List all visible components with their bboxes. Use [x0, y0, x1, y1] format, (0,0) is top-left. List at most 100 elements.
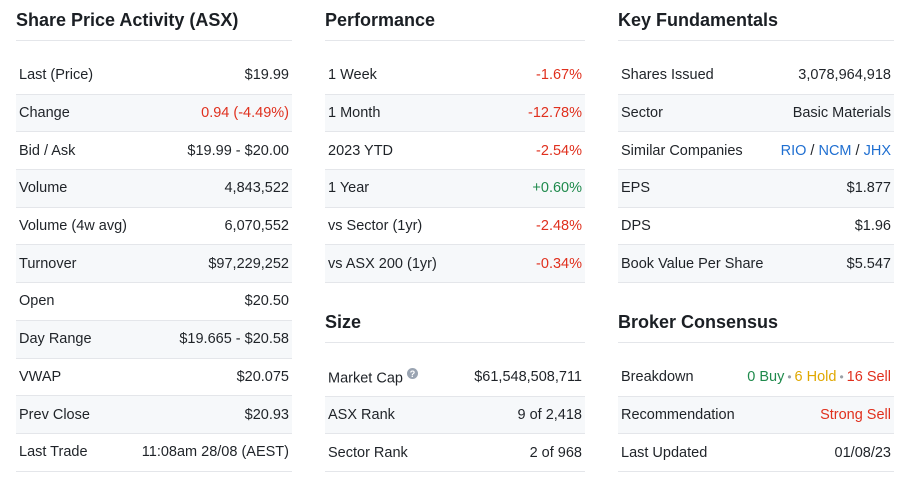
row-value: Basic Materials	[792, 105, 891, 122]
fundamentals-title: Key Fundamentals	[618, 0, 894, 41]
row-value: -12.78%	[527, 105, 582, 122]
row-value: 6,070,552	[224, 218, 289, 235]
row-value: 9 of 2,418	[517, 407, 583, 424]
row-label: Open	[19, 293, 55, 310]
performance-table: 1 Week -1.67% 1 Month -12.78% 2023 YTD -2.5…	[325, 57, 585, 284]
table-row: Sector Rank 2 of 968	[325, 434, 585, 473]
link-separator: /	[810, 142, 815, 159]
row-label: 1 Week	[328, 67, 377, 84]
row-label: Sector Rank	[328, 444, 408, 461]
row-value: 3,078,964,918	[798, 67, 891, 84]
table-row: Shares Issued 3,078,964,918	[618, 57, 894, 95]
row-label: vs Sector (1yr)	[328, 218, 423, 235]
table-row: vs Sector (1yr) -2.48%	[325, 208, 585, 246]
company-link-rio[interactable]: RIO	[780, 142, 807, 159]
row-value: $19.99 - $20.00	[187, 142, 289, 159]
table-row: Volume (4w avg) 6,070,552	[16, 208, 292, 246]
broker-title: Broker Consensus	[618, 302, 894, 343]
market-cap-label: Market Cap	[328, 370, 403, 387]
row-label: Last Updated	[621, 444, 708, 461]
row-value: -0.34%	[536, 255, 582, 272]
hold-count: 6 Hold	[794, 369, 837, 386]
question-icon[interactable]: ?	[406, 368, 418, 380]
table-row: Book Value Per Share $5.547	[618, 245, 894, 284]
dot-separator: •	[839, 370, 844, 385]
row-label: Day Range	[19, 331, 92, 348]
row-label: Turnover	[19, 255, 77, 272]
row-label: vs ASX 200 (1yr)	[328, 255, 437, 272]
row-value: $1.877	[846, 180, 891, 197]
row-value: $20.50	[244, 293, 289, 310]
table-row: Market Cap? $61,548,508,711	[325, 359, 585, 397]
share-price-title: Share Price Activity (ASX)	[16, 0, 292, 41]
table-row: EPS $1.877	[618, 170, 894, 208]
row-label: Volume (4w avg)	[19, 218, 127, 235]
table-row: Bid / Ask $19.99 - $20.00	[16, 132, 292, 171]
row-value: 4,843,522	[224, 180, 289, 197]
table-row: 1 Week -1.67%	[325, 57, 585, 95]
row-value: $1.96	[854, 218, 891, 235]
row-value: $20.075	[236, 368, 289, 385]
row-value: $61,548,508,711	[474, 369, 582, 386]
company-link-ncm[interactable]: NCM	[818, 142, 852, 159]
row-label: Shares Issued	[621, 67, 714, 84]
company-link-jhx[interactable]: JHX	[863, 142, 891, 159]
recommendation-value: Strong Sell	[820, 407, 891, 424]
row-label: Last Trade	[19, 444, 88, 461]
table-row: Breakdown 0 Buy • 6 Hold • 16 Sell	[618, 359, 894, 397]
row-value: $19.99	[244, 67, 289, 84]
fundamentals-panel: Key Fundamentals Shares Issued 3,078,964,…	[618, 0, 894, 473]
row-label: Book Value Per Share	[621, 255, 764, 272]
table-row: Volume 4,843,522	[16, 170, 292, 208]
row-label: Market Cap?	[328, 368, 418, 387]
table-row: Last (Price) $19.99	[16, 57, 292, 95]
last-updated-link[interactable]: 01/08/23	[834, 444, 891, 461]
performance-panel: Performance 1 Week -1.67% 1 Month -12.78% …	[325, 0, 585, 473]
table-row: VWAP $20.075	[16, 359, 292, 397]
size-title: Size	[325, 302, 585, 343]
row-label: Breakdown	[621, 369, 694, 386]
breakdown-value: 0 Buy • 6 Hold • 16 Sell	[747, 369, 891, 385]
table-row: DPS $1.96	[618, 208, 894, 246]
table-row: 2023 YTD -2.54%	[325, 132, 585, 171]
row-value: $5.547	[846, 255, 891, 272]
row-value: -1.67%	[536, 67, 582, 84]
table-row: Last Updated 01/08/23	[618, 434, 894, 473]
row-value: 0.94 (-4.49%)	[201, 105, 289, 122]
table-row: Similar Companies RIO / NCM / JHX	[618, 132, 894, 171]
table-row: Recommendation Strong Sell	[618, 396, 894, 435]
table-row: Change 0.94 (-4.49%)	[16, 94, 292, 133]
row-value: 2 of 968	[529, 444, 582, 461]
broker-panel: Broker Consensus Breakdown 0 Buy • 6 Hold •…	[618, 302, 894, 473]
broker-table: Breakdown 0 Buy • 6 Hold • 16 Sell Recommend…	[618, 359, 894, 473]
row-label: 1 Year	[328, 180, 370, 197]
row-label: Similar Companies	[621, 142, 743, 159]
fundamentals-table: Shares Issued 3,078,964,918 Sector Basic M…	[618, 57, 894, 284]
row-label: Last (Price)	[19, 67, 94, 84]
table-row: Day Range $19.665 - $20.58	[16, 320, 292, 359]
table-row: 1 Month -12.78%	[325, 94, 585, 133]
size-panel: Size Market Cap? $61,548,508,711 ASX Ran…	[325, 302, 585, 473]
table-row: Last Trade 11:08am 28/08 (AEST)	[16, 434, 292, 472]
sell-count: 16 Sell	[846, 369, 891, 386]
share-price-panel: Share Price Activity (ASX) Last (Price) $…	[16, 0, 292, 472]
table-row: Open $20.50	[16, 283, 292, 321]
table-row: Prev Close $20.93	[16, 396, 292, 434]
table-row: Sector Basic Materials	[618, 94, 894, 133]
row-value: $97,229,252	[208, 255, 289, 272]
row-label: Sector	[621, 105, 663, 122]
dot-separator: •	[787, 370, 792, 385]
row-label: EPS	[621, 180, 651, 197]
row-label: Bid / Ask	[19, 142, 76, 159]
row-label: ASX Rank	[328, 407, 395, 424]
row-value: 11:08am 28/08 (AEST)	[141, 444, 289, 461]
row-value: -2.54%	[536, 142, 582, 159]
link-separator: /	[855, 142, 860, 159]
table-row: 1 Year +0.60%	[325, 170, 585, 208]
buy-count: 0 Buy	[747, 369, 785, 386]
performance-title: Performance	[325, 0, 585, 41]
row-value: $19.665 - $20.58	[179, 331, 289, 348]
row-value: +0.60%	[532, 180, 582, 197]
table-row: ASX Rank 9 of 2,418	[325, 396, 585, 435]
table-row: Turnover $97,229,252	[16, 245, 292, 284]
